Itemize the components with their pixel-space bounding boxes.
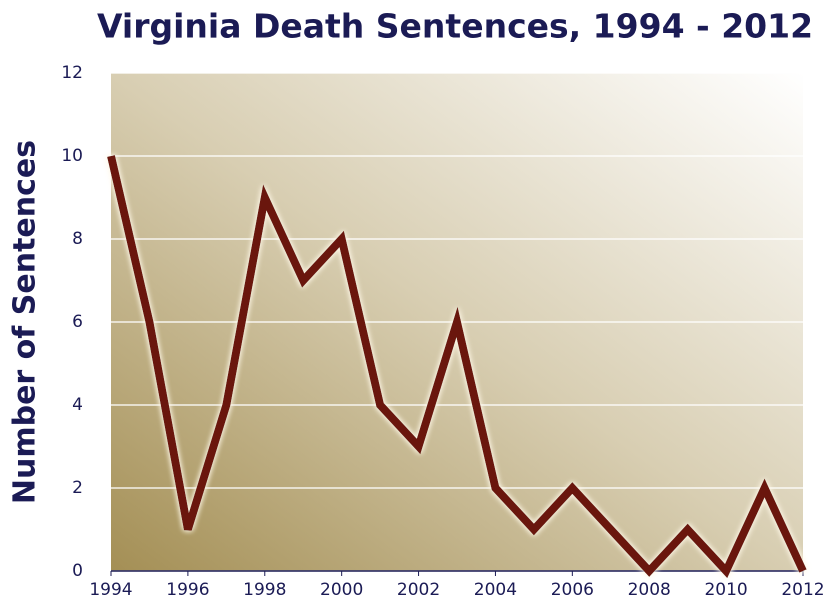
x-tick-label: 2012 <box>781 580 824 600</box>
y-tick-label: 6 <box>72 312 83 332</box>
x-tick-label: 2004 <box>474 580 517 600</box>
y-tick-label: 4 <box>72 395 83 415</box>
x-tick-label: 2008 <box>628 580 671 600</box>
x-tick-label: 2006 <box>551 580 594 600</box>
y-tick-label: 10 <box>61 146 83 166</box>
x-tick-label: 2002 <box>397 580 440 600</box>
x-tick-label: 1998 <box>243 580 286 600</box>
y-axis-label: Number of Sentences <box>8 140 43 504</box>
data-line <box>107 155 807 579</box>
y-tick-label: 8 <box>72 229 83 249</box>
x-tick-label: 2000 <box>320 580 363 600</box>
x-tick-label: 1996 <box>166 580 209 600</box>
y-tick-label: 0 <box>72 561 83 581</box>
chart-title: Virginia Death Sentences, 1994 - 2012 <box>97 7 813 46</box>
y-tick-label: 2 <box>72 478 83 498</box>
x-tick-label: 1994 <box>89 580 132 600</box>
y-tick-label: 12 <box>61 63 83 83</box>
x-tick-label: 2010 <box>704 580 747 600</box>
